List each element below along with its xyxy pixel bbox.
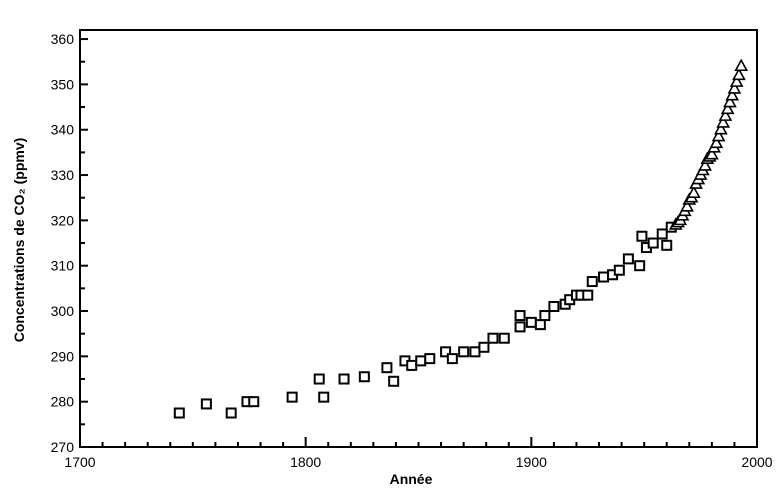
x-tick-label: 1700 [64, 454, 95, 470]
x-axis-label: Année [390, 471, 433, 487]
x-tick-label: 1800 [290, 454, 321, 470]
square-point [634, 260, 646, 272]
square-point [636, 230, 648, 242]
triangle-point [709, 135, 724, 149]
square-point [440, 346, 452, 358]
triangle-point [698, 158, 712, 171]
square-point [313, 373, 325, 385]
triangle-point [714, 122, 728, 135]
square-point [424, 353, 436, 365]
square-point [338, 373, 350, 385]
square-point [248, 396, 260, 408]
square-point [286, 391, 298, 403]
triangle-point [732, 67, 746, 81]
square-point [446, 353, 458, 365]
y-tick-label: 320 [51, 212, 75, 228]
square-point [388, 375, 400, 387]
square-point [173, 407, 185, 419]
square-point [318, 391, 330, 403]
square-point [498, 332, 510, 344]
square-point [469, 346, 481, 358]
square-point [647, 237, 659, 249]
y-tick-label: 350 [51, 76, 75, 92]
triangle-point [734, 58, 749, 72]
y-tick-label: 330 [51, 167, 75, 183]
y-tick-label: 310 [51, 258, 75, 274]
square-point [200, 398, 212, 410]
y-tick-label: 280 [51, 394, 75, 410]
triangle-point [718, 108, 733, 121]
square-point [598, 271, 610, 283]
y-axis-label: Concentrations de CO₂ (ppmv) [11, 138, 27, 343]
square-point [586, 276, 598, 288]
square-point [582, 289, 594, 301]
square-point [381, 362, 393, 374]
triangle-point [725, 88, 740, 101]
triangle-point [680, 199, 694, 212]
y-tick-label: 340 [51, 122, 75, 138]
triangle-point [711, 128, 726, 142]
triangle-point [720, 101, 735, 115]
square-point [406, 359, 418, 371]
y-tick-label: 360 [51, 31, 75, 47]
square-point [539, 310, 551, 322]
y-tick-label: 300 [51, 303, 75, 319]
x-tick-label: 2000 [741, 454, 772, 470]
square-point [358, 371, 370, 383]
y-axis: 270 280 290 300 310 320 330 340 350 360 [51, 31, 88, 455]
triangle-point [686, 185, 701, 198]
square-point [487, 332, 499, 344]
square-point [548, 300, 560, 312]
square-point [458, 346, 470, 358]
square-point [613, 264, 625, 276]
square-point [525, 316, 537, 328]
square-point [415, 355, 427, 367]
triangle-point [729, 74, 744, 87]
y-tick-label: 270 [51, 439, 75, 455]
x-tick-label: 1900 [516, 454, 547, 470]
triangle-point [723, 94, 737, 108]
data-points [173, 58, 749, 419]
triangle-point [727, 81, 742, 94]
square-point [656, 228, 668, 240]
square-point [478, 341, 490, 353]
x-axis: 1700 1800 1900 2000 [64, 437, 773, 470]
square-point [534, 319, 546, 331]
square-point [225, 407, 237, 419]
y-tick-label: 290 [51, 348, 75, 364]
triangle-point [705, 146, 719, 160]
square-point [514, 321, 526, 333]
square-point [661, 239, 673, 251]
square-point [622, 253, 634, 265]
triangle-point [716, 115, 731, 128]
square-point [514, 310, 526, 322]
